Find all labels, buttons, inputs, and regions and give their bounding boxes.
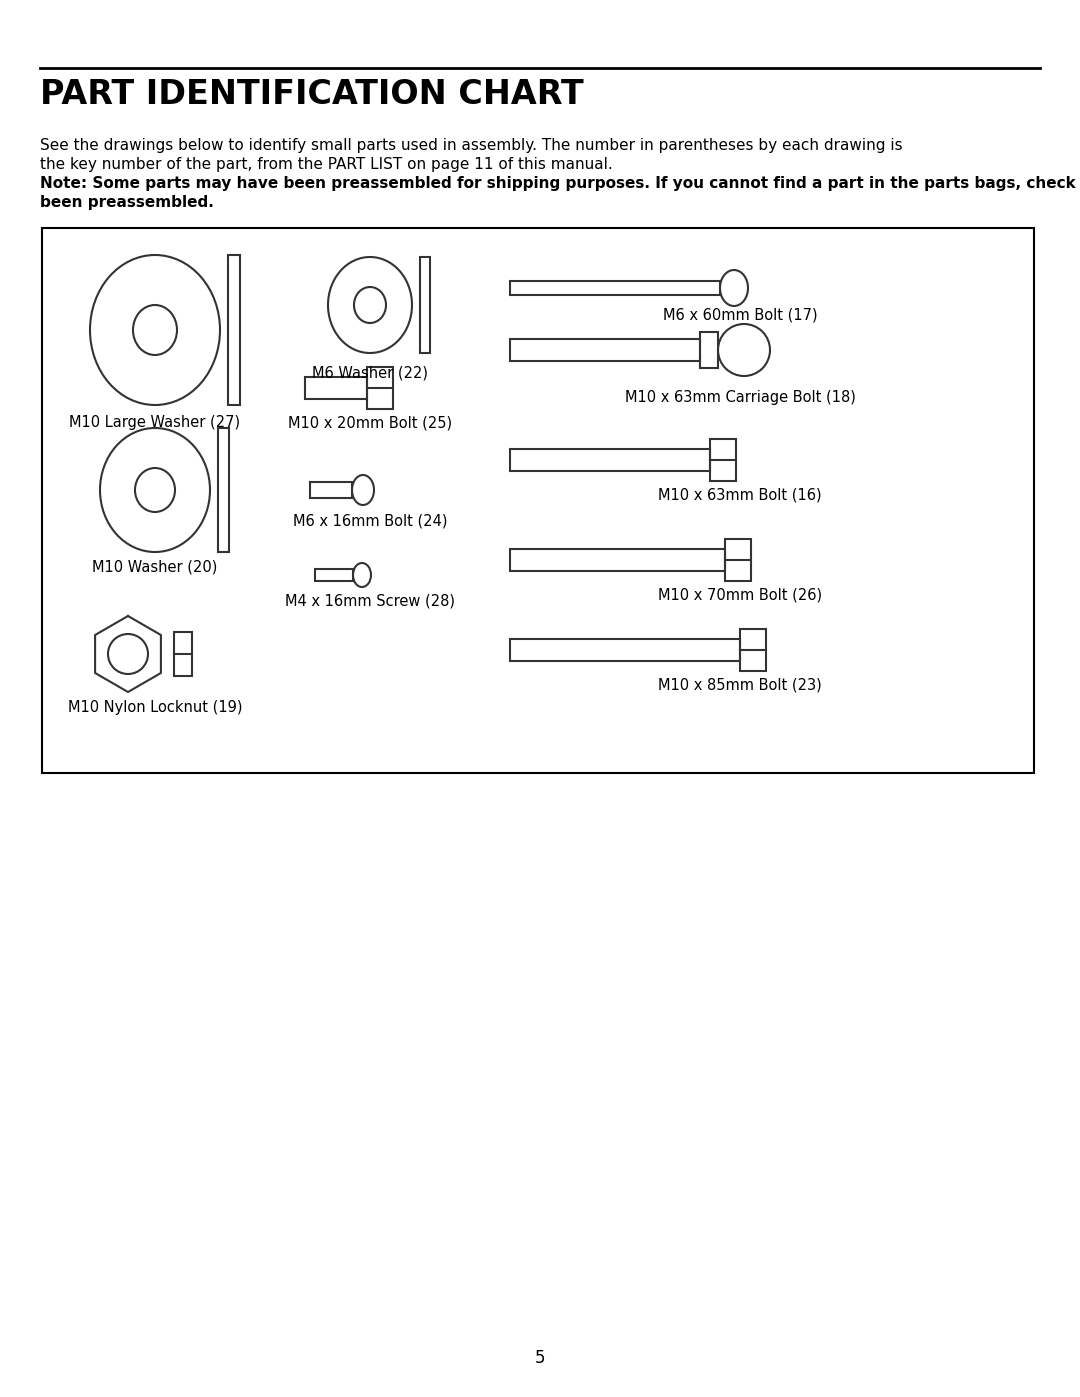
Bar <box>367 367 393 409</box>
Bar <box>710 439 735 481</box>
Text: M10 x 20mm Bolt (25): M10 x 20mm Bolt (25) <box>288 415 453 430</box>
Bar <box>228 256 240 405</box>
Text: M10 x 70mm Bolt (26): M10 x 70mm Bolt (26) <box>658 587 822 602</box>
Text: M10 Washer (20): M10 Washer (20) <box>92 560 218 576</box>
Text: M4 x 16mm Screw (28): M4 x 16mm Screw (28) <box>285 594 455 609</box>
Bar <box>420 257 430 353</box>
Text: M10 x 85mm Bolt (23): M10 x 85mm Bolt (23) <box>658 678 822 692</box>
Text: 5: 5 <box>535 1350 545 1368</box>
Bar <box>510 281 720 295</box>
Bar <box>510 638 740 661</box>
Bar <box>174 631 192 676</box>
Text: See the drawings below to identify small parts used in assembly. The number in p: See the drawings below to identify small… <box>40 138 903 154</box>
Text: M6 x 60mm Bolt (17): M6 x 60mm Bolt (17) <box>663 307 818 323</box>
Text: M6 Washer (22): M6 Washer (22) <box>312 365 428 380</box>
Text: PART IDENTIFICATION CHART: PART IDENTIFICATION CHART <box>40 78 583 110</box>
Text: the key number of the part, from the PART LIST on page 11 of this manual.: the key number of the part, from the PAR… <box>40 156 618 172</box>
Bar <box>315 569 353 581</box>
Bar <box>218 427 229 552</box>
Text: been preassembled.: been preassembled. <box>40 196 214 210</box>
Bar <box>510 549 725 571</box>
Bar <box>310 482 352 497</box>
Text: M10 Large Washer (27): M10 Large Washer (27) <box>69 415 241 430</box>
Text: M6 x 16mm Bolt (24): M6 x 16mm Bolt (24) <box>293 514 447 529</box>
Bar <box>725 539 751 581</box>
Text: M10 x 63mm Bolt (16): M10 x 63mm Bolt (16) <box>658 488 822 502</box>
Bar <box>42 228 1034 773</box>
Text: M10 x 63mm Carriage Bolt (18): M10 x 63mm Carriage Bolt (18) <box>624 390 855 405</box>
Bar <box>700 332 718 367</box>
Bar <box>740 629 766 671</box>
Text: Note: Some parts may have been preassembled for shipping purposes. If you cannot: Note: Some parts may have been preassemb… <box>40 176 1080 191</box>
Bar <box>305 377 367 400</box>
Text: M10 Nylon Locknut (19): M10 Nylon Locknut (19) <box>68 700 242 715</box>
Bar <box>510 339 700 360</box>
Bar <box>510 448 710 471</box>
